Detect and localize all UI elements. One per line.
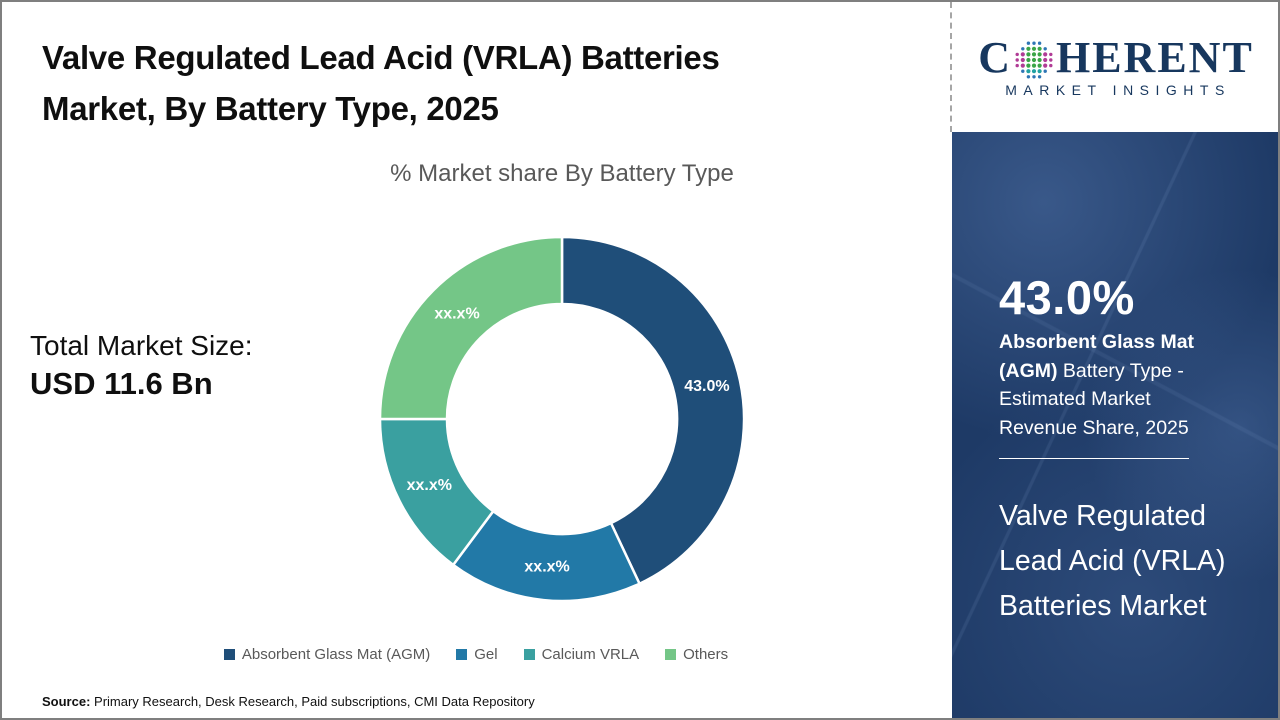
- globe-dot: [1049, 58, 1053, 62]
- sidebar-divider-line: [999, 458, 1189, 459]
- source-text: Primary Research, Desk Research, Paid su…: [90, 694, 535, 709]
- globe-dot: [1031, 69, 1037, 74]
- globe-dot: [1020, 57, 1025, 63]
- legend-item-gel: Gel: [456, 646, 498, 663]
- page-title-line1: Valve Regulated Lead Acid (VRLA) Batteri…: [42, 39, 720, 76]
- donut-chart: 43.0% xx.x% xx.x% xx.x%: [372, 229, 752, 609]
- globe-dot: [1020, 63, 1025, 68]
- donut-label-absorbent-glass-mat-agm: 43.0%: [684, 378, 729, 395]
- globe-dot: [1031, 52, 1037, 57]
- donut-label-calcium-vrla: xx.x%: [407, 477, 452, 494]
- globe-dot: [1043, 57, 1048, 63]
- legend-item-calcium-vrla: Calcium VRLA: [523, 646, 640, 663]
- globe-dot: [1037, 46, 1042, 51]
- logo-divider: [950, 2, 952, 132]
- globe-dot: [1037, 69, 1042, 74]
- globe-dot: [1015, 52, 1019, 57]
- legend-marker-calcium-vrla: [523, 649, 535, 660]
- globe-dot: [1026, 69, 1031, 74]
- total-market-label: Total Market Size:: [30, 330, 253, 361]
- globe-dot: [1026, 46, 1031, 51]
- legend-item-absorbent-glass-mat-agm: Absorbent Glass Mat (AGM): [223, 646, 431, 663]
- globe-dot: [1037, 57, 1042, 63]
- globe-dot: [1015, 63, 1019, 68]
- sidebar-report-title: Valve Regulated Lead Acid (VRLA) Batteri…: [999, 500, 1226, 622]
- total-market-block: Total Market Size: USD 11.6 Bn: [30, 328, 253, 404]
- globe-dot: [1043, 69, 1047, 73]
- sidebar-highlight-desc: Absorbent Glass Mat (AGM) Battery Type -…: [999, 328, 1221, 442]
- chart-legend: Absorbent Glass Mat (AGM) Gel Calcium VRLA…: [2, 646, 950, 663]
- globe-dot: [1031, 57, 1037, 63]
- highlight-sidebar: 43.0% Absorbent Glass Mat (AGM) Battery …: [952, 132, 1278, 718]
- sidebar-highlight-value: 43.0%: [999, 271, 1135, 324]
- chart-subtitle: % Market share By Battery Type: [390, 160, 734, 187]
- globe-dot: [1037, 52, 1042, 57]
- donut-label-others: xx.x%: [434, 306, 479, 323]
- globe-dot: [1021, 69, 1025, 73]
- page-title: Valve Regulated Lead Acid (VRLA) Batteri…: [42, 32, 922, 134]
- globe-dot: [1026, 75, 1031, 79]
- legend-marker-gel: [456, 649, 468, 660]
- sidebar-highlight-desc-bold: Absorbent Glass Mat (AGM): [999, 331, 1195, 382]
- logo-word-end: HERENT: [1055, 33, 1254, 82]
- globe-dot: [1026, 57, 1031, 63]
- legend-label-gel: Gel: [474, 646, 498, 663]
- coherent-globe-icon: [1015, 41, 1053, 79]
- globe-dot: [1037, 63, 1042, 68]
- page-title-line2: Market, By Battery Type, 2025: [42, 90, 499, 127]
- logo-word-start: C: [978, 33, 1012, 82]
- globe-dot: [1026, 41, 1031, 45]
- legend-marker-absorbent-glass-mat-agm: [223, 649, 235, 660]
- globe-dot: [1032, 41, 1036, 45]
- donut-segment-others: [378, 235, 564, 421]
- globe-dot: [1032, 75, 1036, 79]
- globe-dot: [1049, 63, 1053, 68]
- globe-dot: [1031, 63, 1037, 68]
- logo-subtitle: MARKET INSIGHTS: [1005, 82, 1231, 98]
- source-label: Source:: [42, 694, 91, 709]
- globe-dot: [1026, 63, 1031, 68]
- globe-dot: [1049, 52, 1053, 57]
- globe-dot: [1015, 58, 1019, 62]
- brand-logo: C HERENT: [978, 36, 1254, 80]
- globe-dot: [1020, 52, 1025, 57]
- globe-dot: [1037, 41, 1042, 45]
- total-market-value: USD 11.6 Bn: [30, 366, 213, 401]
- donut-label-gel: xx.x%: [524, 558, 569, 575]
- legend-marker-others: [665, 649, 677, 660]
- globe-dot: [1043, 63, 1048, 68]
- sidebar-highlight-desc-rest: Battery Type - Estimated Market Revenue …: [999, 359, 1189, 439]
- globe-dot: [1021, 47, 1025, 51]
- legend-label-others: Others: [683, 646, 729, 663]
- donut-chart-svg: 43.0% xx.x% xx.x% xx.x%: [378, 235, 746, 603]
- legend-label-absorbent-glass-mat-agm: Absorbent Glass Mat (AGM): [241, 646, 431, 663]
- globe-dot: [1043, 47, 1047, 51]
- legend-label-calcium-vrla: Calcium VRLA: [541, 646, 640, 663]
- donut-segment-absorbent-glass-mat-agm: [560, 235, 746, 585]
- brand-logo-panel: C HERENT MARKET INSIGHTS: [952, 2, 1278, 132]
- globe-dot: [1031, 46, 1037, 51]
- legend-item-others: Others: [665, 646, 728, 663]
- globe-dot: [1037, 75, 1042, 79]
- source-note: Source: Primary Research, Desk Research,…: [42, 694, 535, 709]
- globe-dot: [1043, 52, 1048, 57]
- globe-dot: [1026, 52, 1031, 57]
